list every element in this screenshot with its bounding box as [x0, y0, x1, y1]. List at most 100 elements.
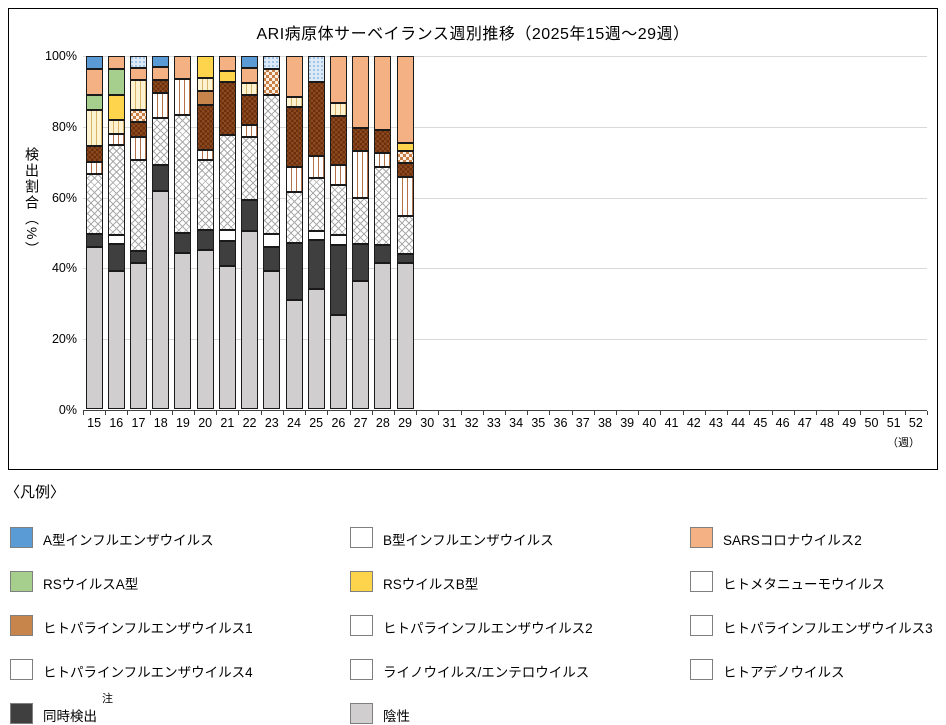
- bar-segment-piv4: [174, 79, 192, 115]
- bar-segment-piv3: [329, 116, 347, 165]
- bar-segment-piv4: [285, 167, 303, 193]
- x-axis-label: 15: [87, 416, 102, 430]
- x-axis-tick: [327, 411, 329, 415]
- x-axis-tick: [571, 411, 573, 415]
- bar-segment-sars: [174, 56, 192, 80]
- bar-segment-codetect: [85, 233, 103, 247]
- bar-segment-codetect: [107, 244, 125, 272]
- x-axis-tick: [682, 411, 684, 415]
- bar-segment-codetect: [307, 239, 325, 289]
- bar-segment-hmpv: [241, 83, 259, 95]
- legend-label-piv2: ヒトパラインフルエンザウイルス2: [383, 621, 593, 636]
- x-axis-label: 49: [842, 416, 857, 430]
- x-axis-label: 20: [198, 416, 213, 430]
- bar-segment-sars: [374, 56, 392, 130]
- x-axis-label: 31: [442, 416, 457, 430]
- bar-segment-codetect: [396, 254, 414, 263]
- bar-segment-sars: [352, 56, 370, 129]
- x-axis-label: 34: [509, 416, 524, 430]
- legend-swatch-piv4: [10, 659, 33, 680]
- x-axis-tick: [793, 411, 795, 415]
- bar-segment-piv2: [263, 69, 281, 95]
- bar-segment-piv4: [396, 177, 414, 216]
- legend-label-flua: A型インフルエンザウイルス: [43, 533, 214, 548]
- x-axis-tick: [616, 411, 618, 415]
- bar-segment-rsb: [196, 56, 214, 79]
- legend-swatch-flua: [10, 527, 33, 548]
- x-axis-label: 21: [220, 416, 235, 430]
- bar-segment-negative: [218, 266, 236, 409]
- x-axis-tick: [149, 411, 151, 415]
- bar-segment-piv3: [152, 80, 170, 94]
- bar-segment-adeno: [218, 229, 236, 241]
- x-axis-label: 28: [375, 416, 390, 430]
- x-axis-tick: [305, 411, 307, 415]
- legend-label-codetect: 同時検出: [43, 709, 97, 724]
- x-axis-tick: [371, 411, 373, 415]
- bar-segment-piv3: [130, 122, 148, 137]
- bar-segment-negative: [152, 191, 170, 409]
- chart-title: ARI病原体サーベイランス週別推移（2025年15週～29週）: [256, 26, 690, 43]
- x-axis-label: 18: [153, 416, 168, 430]
- bar-segment-piv4: [107, 133, 125, 145]
- bar-segment-rhino: [130, 159, 148, 251]
- bar-segment-piv2: [396, 151, 414, 163]
- bar-segment-codetect: [285, 243, 303, 301]
- bar-segment-rhino: [263, 94, 281, 234]
- x-axis-tick: [727, 411, 729, 415]
- bar-segment-negative: [307, 288, 325, 409]
- stacked-bar-week-21: [218, 56, 236, 409]
- gridline: [83, 268, 927, 270]
- legend-swatch-rsa: [10, 571, 33, 592]
- x-axis-tick: [882, 411, 884, 415]
- bar-segment-piv3: [285, 106, 303, 168]
- bar-segment-piv3: [307, 81, 325, 157]
- bar-segment-hmpv: [285, 96, 303, 107]
- x-axis-unit-label: （週）: [887, 437, 920, 449]
- legend-label-rhino: ライノウイルス/エンテロウイルス: [383, 665, 590, 680]
- bar-segment-hmpv: [85, 110, 103, 147]
- x-axis-label: 22: [242, 416, 257, 430]
- bar-segment-piv4: [85, 162, 103, 174]
- x-axis-tick: [83, 411, 84, 415]
- x-axis-label: 30: [420, 416, 435, 430]
- bar-segment-rhino: [374, 166, 392, 245]
- bar-segment-rsa: [85, 94, 103, 111]
- chart-panel: ARI病原体サーベイランス週別推移（2025年15週～29週） 検出割合（%） …: [8, 8, 938, 470]
- bar-segment-sars: [241, 68, 259, 84]
- bar-segment-hmpv: [130, 80, 148, 111]
- bar-segment-sars: [329, 56, 347, 104]
- x-axis-label: 47: [797, 416, 812, 430]
- bar-segment-hmpv: [196, 78, 214, 91]
- legend-swatch-sars: [690, 527, 713, 548]
- x-axis-label: 43: [709, 416, 723, 430]
- bar-segment-codetect: [263, 247, 281, 272]
- legend-swatch-rhino: [350, 659, 373, 680]
- bar-segment-rsb: [218, 70, 236, 82]
- bar-segment-hmpv: [107, 119, 125, 134]
- legend-label-piv4: ヒトパラインフルエンザウイルス4: [43, 665, 253, 680]
- x-axis-tick: [749, 411, 751, 415]
- bar-segment-sars: [152, 67, 170, 81]
- x-axis-tick: [927, 411, 928, 415]
- legend-swatch-piv2: [350, 615, 373, 636]
- x-axis-label: 35: [531, 416, 546, 430]
- x-axis-label: 27: [353, 416, 368, 430]
- y-tick-label: 60%: [51, 190, 77, 205]
- bar-segment-codetect: [329, 245, 347, 316]
- stacked-bar-week-29: [396, 56, 414, 409]
- bar-segment-sars: [285, 56, 303, 97]
- x-axis-label: 42: [686, 416, 701, 430]
- bar-segment-rhino: [107, 144, 125, 236]
- x-axis-tick: [838, 411, 840, 415]
- y-tick-label: 80%: [51, 119, 77, 134]
- x-axis-label: 45: [753, 416, 768, 430]
- bar-segment-sars: [130, 68, 148, 81]
- bar-segment-piv3: [374, 129, 392, 154]
- x-axis-label: 41: [664, 416, 679, 430]
- bar-segment-negative: [196, 249, 214, 409]
- bar-segment-negative: [263, 271, 281, 409]
- x-axis-tick: [238, 411, 240, 415]
- bar-segment-adeno: [263, 233, 281, 248]
